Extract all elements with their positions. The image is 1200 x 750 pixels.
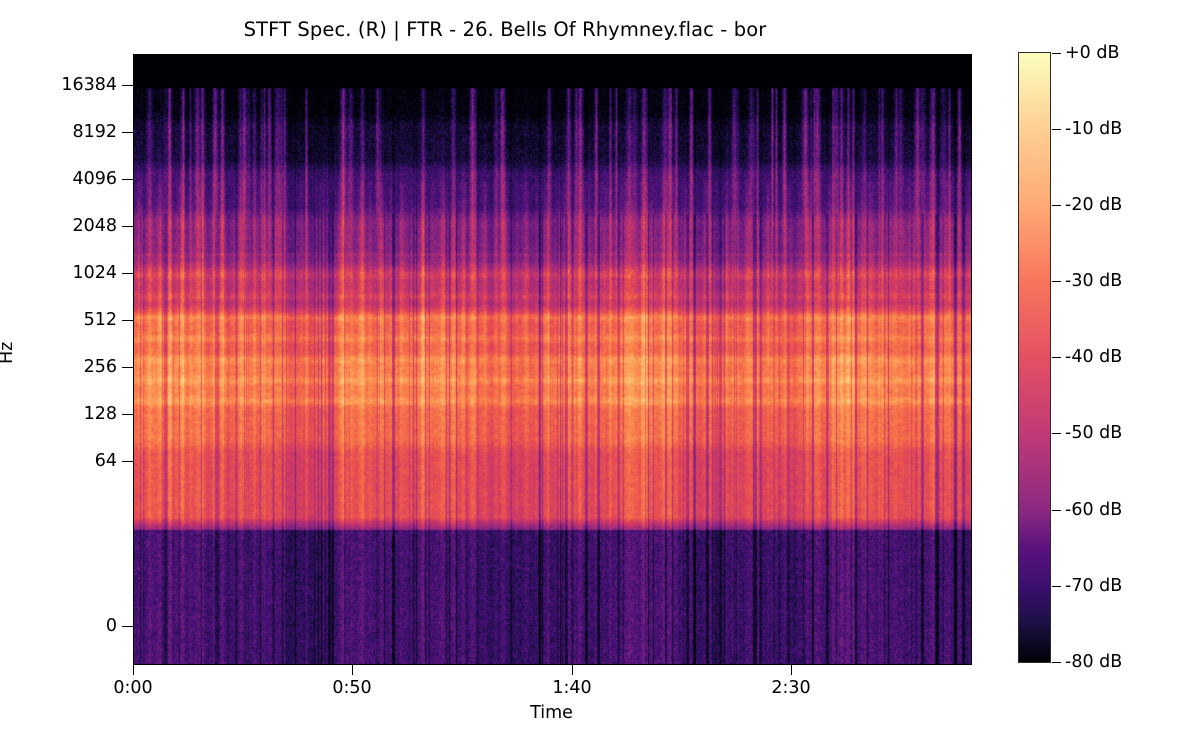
y-tick-mark <box>122 367 133 369</box>
colorbar-tick-label: -10 dB <box>1065 119 1123 139</box>
colorbar-tick-label: -30 dB <box>1065 271 1123 291</box>
y-tick-label: 256 <box>83 357 117 377</box>
colorbar-tick-mark <box>1052 53 1061 55</box>
x-tick-label: 2:30 <box>771 678 811 698</box>
y-axis-title: Hz <box>0 341 17 364</box>
y-tick-mark <box>122 85 133 87</box>
colorbar[interactable] <box>1018 52 1051 663</box>
y-tick-mark <box>122 461 133 463</box>
x-tick-label: 1:40 <box>552 678 592 698</box>
spectrogram-canvas <box>134 55 971 664</box>
colorbar-tick-label: -60 dB <box>1065 500 1123 520</box>
y-tick-label: 128 <box>83 404 117 424</box>
y-tick-mark <box>122 273 133 275</box>
y-tick-mark <box>122 179 133 181</box>
x-tick-mark <box>133 664 135 675</box>
y-tick-mark <box>122 226 133 228</box>
x-tick-mark <box>572 664 574 675</box>
colorbar-tick-mark <box>1052 205 1061 207</box>
y-tick-label: 0 <box>105 616 117 636</box>
y-tick-label: 2048 <box>72 216 117 236</box>
y-tick-mark <box>122 414 133 416</box>
y-tick-label: 512 <box>83 310 117 330</box>
y-tick-mark <box>122 626 133 628</box>
colorbar-tick-mark <box>1052 281 1061 283</box>
x-tick-label: 0:00 <box>113 678 153 698</box>
colorbar-tick-mark <box>1052 510 1061 512</box>
colorbar-tick-mark <box>1052 129 1061 131</box>
x-tick-mark <box>352 664 354 675</box>
x-tick-mark <box>791 664 793 675</box>
spectrogram-plot-area[interactable] <box>133 54 972 665</box>
y-tick-label: 16384 <box>61 75 117 95</box>
y-tick-label: 4096 <box>72 169 117 189</box>
page-title: STFT Spec. (R) | FTR - 26. Bells Of Rhym… <box>243 18 767 41</box>
colorbar-tick-mark <box>1052 357 1061 359</box>
colorbar-tick-label: +0 dB <box>1065 43 1120 63</box>
colorbar-tick-label: -80 dB <box>1065 652 1123 672</box>
colorbar-tick-label: -20 dB <box>1065 195 1123 215</box>
colorbar-tick-label: -70 dB <box>1065 576 1123 596</box>
colorbar-tick-label: -50 dB <box>1065 423 1123 443</box>
x-tick-label: 0:50 <box>332 678 372 698</box>
y-tick-mark <box>122 132 133 134</box>
colorbar-tick-mark <box>1052 662 1061 664</box>
y-tick-mark <box>122 320 133 322</box>
colorbar-tick-mark <box>1052 586 1061 588</box>
x-axis-title: Time <box>530 703 573 723</box>
colorbar-tick-mark <box>1052 433 1061 435</box>
y-tick-label: 64 <box>94 451 117 471</box>
y-tick-label: 1024 <box>72 263 117 283</box>
y-tick-label: 8192 <box>72 122 117 142</box>
colorbar-tick-label: -40 dB <box>1065 347 1123 367</box>
